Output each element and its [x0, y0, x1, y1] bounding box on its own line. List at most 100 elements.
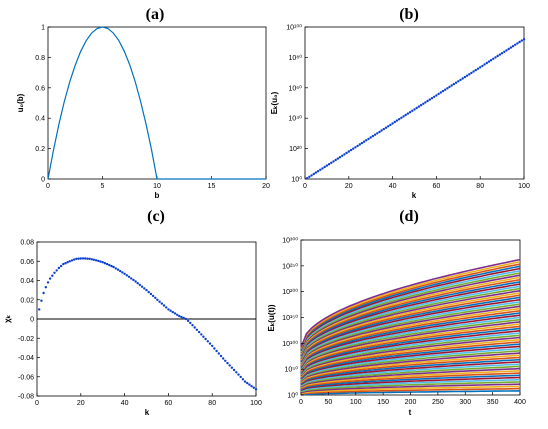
series-line: [300, 285, 521, 358]
series-line: [300, 358, 521, 385]
x-tick-label: 300: [459, 399, 471, 406]
x-tick-label: 80: [476, 183, 484, 190]
data-point: [57, 266, 61, 270]
data-point: [312, 172, 315, 176]
data-point: [398, 118, 401, 121]
data-point: [215, 349, 218, 353]
data-point: [373, 133, 377, 136]
series-line: [300, 312, 521, 368]
data-point: [365, 139, 368, 142]
data-point: [334, 158, 337, 162]
data-point: [437, 92, 440, 96]
data-point: [314, 171, 318, 174]
data-point: [151, 294, 155, 298]
data-point: [452, 82, 456, 86]
data-point: [147, 290, 150, 294]
series-line: [300, 314, 521, 369]
data-point: [132, 278, 135, 282]
x-ticks-c: 0 20 40 60 80 100: [35, 393, 262, 407]
data-point: [463, 75, 467, 79]
series-line: [300, 376, 521, 391]
data-point: [310, 174, 313, 177]
data-point: [193, 326, 196, 329]
data-point: [492, 57, 495, 60]
data-point: [406, 112, 410, 115]
data-point: [448, 85, 451, 89]
x-tick-label: 100: [350, 399, 362, 406]
data-point: [323, 165, 326, 169]
data-point: [435, 94, 438, 97]
data-point: [239, 375, 242, 379]
y-tick-label: -0.08: [18, 394, 34, 401]
data-point: [169, 309, 172, 312]
series-line: [300, 318, 521, 370]
data-point: [459, 78, 462, 82]
data-point: [470, 71, 473, 75]
data-point: [402, 115, 405, 118]
data-point: [73, 258, 76, 261]
data-point: [143, 287, 146, 290]
data-point: [343, 153, 346, 156]
data-point: [356, 144, 359, 148]
data-point: [156, 298, 159, 301]
data-point: [250, 385, 253, 388]
data-point: [241, 378, 245, 381]
data-point: [487, 60, 491, 63]
data-point: [149, 292, 153, 296]
data-point: [400, 116, 403, 120]
x-tick-label: 350: [487, 399, 499, 406]
y-axis-label-b: Eₖ(u₀): [270, 91, 279, 114]
panel-d: 0 50 100 150 200 250 300 350 400 10⁰ 10⁵⁰ 10¹⁰⁰ 10¹…: [267, 237, 526, 418]
data-point: [228, 364, 231, 367]
data-point: [202, 335, 205, 338]
data-point: [140, 285, 144, 288]
series-line: [300, 385, 521, 395]
data-point: [457, 80, 460, 83]
x-axis-label-d: t: [409, 408, 412, 417]
data-point: [59, 264, 63, 268]
data-point: [345, 151, 348, 155]
data-point: [204, 337, 207, 341]
data-point: [362, 140, 366, 143]
y-tick-label: 0.04: [20, 278, 34, 285]
series-line: [300, 323, 521, 372]
data-point: [213, 347, 216, 350]
data-point: [197, 330, 201, 334]
data-point: [97, 259, 100, 263]
data-point: [382, 127, 385, 131]
data-point: [514, 43, 517, 46]
data-point: [522, 38, 526, 41]
data-point: [476, 67, 480, 70]
x-tick-label: 20: [262, 183, 270, 190]
x-tick-label: 20: [77, 400, 85, 407]
data-point: [494, 56, 497, 59]
data-point: [479, 66, 482, 69]
x-tick-label: 250: [432, 399, 444, 406]
x-tick-label: 15: [208, 183, 216, 190]
series-line: [300, 330, 521, 374]
data-point: [38, 308, 41, 311]
data-point: [358, 143, 361, 146]
data-point: [136, 282, 139, 285]
series-line: [300, 321, 521, 371]
data-point: [360, 141, 364, 145]
data-point: [86, 257, 89, 260]
x-tick-label: 150: [377, 399, 389, 406]
panel-label-a: (a): [146, 6, 165, 23]
plot-frame-b: [304, 26, 525, 180]
data-point: [347, 150, 350, 153]
data-point: [235, 371, 238, 374]
data-point: [306, 177, 309, 180]
data-point: [108, 263, 111, 267]
panel-label-d: (d): [399, 208, 419, 225]
x-tick-label: 0: [303, 183, 307, 190]
series-line: [300, 325, 521, 373]
x-ticks-d: 0 50 100 150 200 250 300 350 400: [299, 392, 526, 406]
data-point: [507, 47, 510, 51]
curve-u0: [47, 26, 266, 180]
data-point: [408, 111, 412, 114]
data-point: [77, 257, 80, 260]
curves-d: [300, 258, 521, 396]
y-tick-label: 0.8: [35, 55, 45, 62]
data-point: [367, 137, 370, 141]
